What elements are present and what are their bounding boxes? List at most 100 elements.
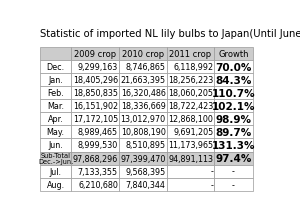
- Bar: [71, 87, 119, 100]
- Bar: [40, 126, 71, 139]
- Bar: [40, 87, 71, 100]
- Text: Dec.: Dec.: [46, 63, 64, 72]
- Bar: [119, 100, 167, 113]
- Bar: [71, 48, 119, 61]
- Text: 131.3%: 131.3%: [212, 140, 255, 150]
- Text: 21,663,395: 21,663,395: [121, 76, 166, 85]
- Text: Statistic of imported NL lily bulbs to Japan(Until June,2012): Statistic of imported NL lily bulbs to J…: [40, 29, 300, 39]
- Bar: [167, 152, 214, 165]
- Text: Mar.: Mar.: [47, 102, 64, 111]
- Text: 12,868,100: 12,868,100: [168, 115, 213, 124]
- Bar: [40, 48, 71, 61]
- Text: Growth: Growth: [218, 50, 249, 59]
- Bar: [167, 139, 214, 152]
- Bar: [214, 61, 253, 74]
- Bar: [119, 178, 167, 191]
- Text: 2010 crop: 2010 crop: [122, 50, 164, 59]
- Bar: [119, 61, 167, 74]
- Bar: [40, 178, 71, 191]
- Bar: [167, 74, 214, 87]
- Bar: [214, 152, 253, 165]
- Text: 2011 crop: 2011 crop: [169, 50, 212, 59]
- Text: 10,808,190: 10,808,190: [121, 128, 166, 137]
- Text: 6,118,992: 6,118,992: [173, 63, 213, 72]
- Text: 18,850,835: 18,850,835: [73, 89, 118, 98]
- Text: 6,210,680: 6,210,680: [78, 180, 118, 189]
- Text: 97,399,470: 97,399,470: [120, 154, 166, 163]
- Bar: [40, 152, 71, 165]
- Bar: [71, 139, 119, 152]
- Text: 16,151,902: 16,151,902: [73, 102, 118, 111]
- Text: 18,256,223: 18,256,223: [168, 76, 213, 85]
- Text: 2009 crop: 2009 crop: [74, 50, 116, 59]
- Bar: [71, 178, 119, 191]
- Bar: [71, 100, 119, 113]
- Text: -: -: [210, 180, 213, 189]
- Bar: [119, 87, 167, 100]
- Text: 94,891,113: 94,891,113: [168, 154, 213, 163]
- Bar: [167, 113, 214, 126]
- Bar: [214, 165, 253, 178]
- Bar: [167, 100, 214, 113]
- Text: Aug.: Aug.: [46, 180, 64, 189]
- Text: 84.3%: 84.3%: [215, 75, 252, 85]
- Text: -: -: [210, 167, 213, 176]
- Bar: [119, 152, 167, 165]
- Text: May.: May.: [46, 128, 64, 137]
- Text: 89.7%: 89.7%: [215, 127, 251, 137]
- Text: 8,746,865: 8,746,865: [126, 63, 166, 72]
- Bar: [214, 48, 253, 61]
- Text: 13,012,970: 13,012,970: [121, 115, 166, 124]
- Bar: [119, 74, 167, 87]
- Text: Jan.: Jan.: [48, 76, 63, 85]
- Bar: [119, 139, 167, 152]
- Text: Feb.: Feb.: [47, 89, 64, 98]
- Bar: [40, 74, 71, 87]
- Text: 98.9%: 98.9%: [215, 114, 251, 124]
- Text: 9,691,205: 9,691,205: [173, 128, 213, 137]
- Bar: [40, 165, 71, 178]
- Text: 18,722,423: 18,722,423: [168, 102, 213, 111]
- Text: 70.0%: 70.0%: [215, 62, 252, 72]
- Text: 17,172,105: 17,172,105: [73, 115, 118, 124]
- Bar: [167, 48, 214, 61]
- Bar: [167, 61, 214, 74]
- Text: 8,510,895: 8,510,895: [125, 141, 166, 150]
- Bar: [167, 165, 214, 178]
- Bar: [119, 126, 167, 139]
- Bar: [167, 126, 214, 139]
- Text: 97,868,296: 97,868,296: [73, 154, 118, 163]
- Text: 7,840,344: 7,840,344: [126, 180, 166, 189]
- Bar: [71, 113, 119, 126]
- Bar: [40, 61, 71, 74]
- Bar: [167, 87, 214, 100]
- Text: 8,999,530: 8,999,530: [78, 141, 118, 150]
- Text: Apr.: Apr.: [48, 115, 63, 124]
- Text: -: -: [232, 167, 235, 176]
- Text: -: -: [232, 180, 235, 189]
- Text: Jun.: Jun.: [48, 141, 63, 150]
- Text: 7,133,355: 7,133,355: [78, 167, 118, 176]
- Bar: [214, 74, 253, 87]
- Bar: [214, 113, 253, 126]
- Bar: [214, 139, 253, 152]
- Text: 9,568,395: 9,568,395: [125, 167, 166, 176]
- Bar: [214, 178, 253, 191]
- Bar: [71, 61, 119, 74]
- Bar: [119, 113, 167, 126]
- Bar: [167, 178, 214, 191]
- Bar: [71, 152, 119, 165]
- Bar: [40, 139, 71, 152]
- Bar: [71, 165, 119, 178]
- Text: 8,989,465: 8,989,465: [78, 128, 118, 137]
- Text: 9,299,163: 9,299,163: [78, 63, 118, 72]
- Text: 11,173,965: 11,173,965: [168, 141, 213, 150]
- Text: 16,320,486: 16,320,486: [121, 89, 166, 98]
- Bar: [71, 126, 119, 139]
- Text: Sub-Total
Dec.->Jun.: Sub-Total Dec.->Jun.: [38, 152, 73, 165]
- Bar: [119, 165, 167, 178]
- Bar: [214, 87, 253, 100]
- Text: 18,405,296: 18,405,296: [73, 76, 118, 85]
- Text: 18,336,669: 18,336,669: [121, 102, 166, 111]
- Bar: [119, 48, 167, 61]
